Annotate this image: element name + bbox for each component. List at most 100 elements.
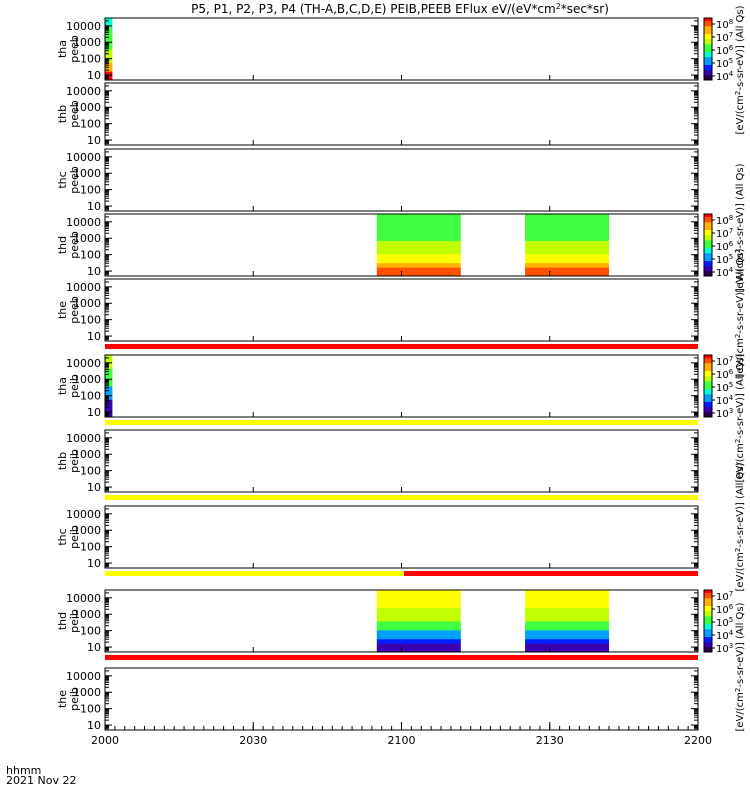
y-tick-label: 100: [80, 314, 101, 327]
y-tick-label: 10: [87, 200, 101, 213]
colorbar-swatch: [704, 221, 712, 225]
spectrogram-cell: [525, 603, 610, 609]
colorbar-swatch: [704, 216, 712, 220]
y-tick-label: 10: [87, 557, 101, 570]
colorbar-swatch: [704, 41, 712, 45]
spectrogram-cell: [105, 22, 113, 28]
x-axis: 2000 2030 2100 2130 2200: [91, 75, 712, 747]
panel-ylabel: thbpeeb: [56, 100, 81, 128]
y-tick-label: 10000: [66, 670, 101, 683]
spectrogram-block: [525, 590, 610, 653]
y-tick-label: 10: [87, 330, 101, 343]
colorbar-swatch: [704, 409, 712, 413]
spectrogram-block: [376, 214, 461, 277]
colorbar-swatch: [704, 602, 712, 606]
spectrogram-block: [376, 590, 461, 653]
colorbar-swatch: [704, 373, 712, 377]
spectrogram-cell: [525, 638, 610, 644]
panel-frame: [104, 148, 699, 212]
spectrogram-cell: [525, 227, 610, 233]
panel-thb-peib: 10 100 1000 10000 thbpeib: [56, 429, 699, 494]
y-axis: 10 100 1000 10000: [66, 354, 698, 419]
y-axis: 10 100 1000 10000: [66, 429, 698, 494]
y-tick-label: 1000: [73, 167, 101, 180]
colorbar-swatch: [704, 626, 712, 630]
panel-ylabel: thepeeb: [56, 296, 81, 324]
spectrogram-cell: [105, 390, 113, 396]
colorbar-swatch: [704, 20, 712, 24]
spectrogram-cell: [525, 258, 610, 264]
spectrogram-cell: [525, 629, 610, 635]
y-tick-label: 1000: [73, 524, 101, 537]
panel-ylabel: thdpeib: [56, 609, 81, 633]
spectrogram-cell: [376, 616, 461, 622]
spectrogram-cell: [376, 271, 461, 277]
y-tick-label: 10: [87, 719, 101, 732]
spectrogram-cell: [525, 594, 610, 600]
colorbar-swatch: [704, 36, 712, 40]
colorbar-tick-label: 107: [716, 355, 733, 368]
colorbar-swatch: [704, 590, 712, 594]
cbar-label-3: [eV/(cm2-s-sr-eV)] (All Qs): [734, 248, 746, 377]
colorbar-swatch: [704, 411, 712, 415]
spectrogram-cell: [105, 372, 113, 378]
colorbar-swatch: [704, 23, 712, 27]
panel-ylabel: thepeib: [56, 687, 81, 711]
y-tick-label: 10000: [66, 151, 101, 164]
spectrogram-cell: [525, 621, 610, 626]
spectrogram-cell: [376, 590, 461, 595]
spectrogram-cell: [525, 612, 610, 618]
spectrogram-cell: [376, 218, 461, 224]
spectrogram-cell: [105, 368, 113, 374]
colorbar-swatch: [704, 77, 712, 81]
panel-thb-peeb: 10 100 1000 10000 thbpeeb: [56, 82, 699, 147]
spectrogram-cell: [525, 616, 610, 622]
y-tick-label: 1000: [73, 686, 101, 699]
colorbar-swatch: [704, 388, 712, 392]
colorbar-tick-label: 104: [716, 70, 734, 83]
spectrogram-cell: [525, 271, 610, 277]
status-bar: [105, 344, 698, 349]
colorbar-swatch: [704, 54, 712, 58]
colorbar-swatch: [704, 43, 712, 47]
y-tick-label: 10: [87, 69, 101, 82]
spectrogram-cell: [376, 638, 461, 644]
colorbar-swatch: [704, 234, 712, 238]
colorbar-swatch: [704, 72, 712, 76]
colorbar-swatch: [704, 375, 712, 379]
colorbar-tick-label: 104: [716, 629, 734, 642]
colorbar-swatch: [704, 242, 712, 246]
y-tick-label: 10000: [66, 592, 101, 605]
colorbar-label-group: [eV/(cm2-s-sr-eV)] (All Qs) [eV/(cm2-s-sr…: [734, 5, 746, 731]
cbar-label-5: [eV/(cm2-s-sr-eV)] (All Qs): [734, 462, 746, 591]
x-tick-label: 2200: [684, 734, 712, 747]
spectrogram-cell: [525, 267, 610, 273]
colorbar-swatch: [704, 245, 712, 249]
colorbar-swatch: [704, 597, 712, 601]
panel-frame: [104, 17, 699, 81]
colorbar-swatch: [704, 644, 712, 648]
colorbar-swatch: [704, 38, 712, 42]
colorbar-tick-label: 104: [716, 266, 734, 279]
panel-the-peeb: 10 100 1000 10000 thepeeb: [56, 278, 699, 343]
spectrogram-cell: [525, 625, 610, 631]
colorbar-swatch: [704, 255, 712, 259]
colorbar-swatch: [704, 391, 712, 395]
colorbar-swatch: [704, 49, 712, 53]
y-tick-label: 1000: [73, 608, 101, 621]
colorbar-swatch: [704, 74, 712, 78]
colorbar-tick-label: 103: [716, 642, 733, 655]
spectrogram-cell: [376, 634, 461, 640]
colorbar-swatch: [704, 362, 712, 366]
panel-ylabel: thcpeib: [56, 525, 81, 549]
colorbar-swatch: [704, 357, 712, 361]
colorbar-swatch: [704, 247, 712, 251]
spectrogram-cell: [105, 359, 113, 365]
spectrogram-cell: [105, 49, 113, 54]
y-tick-label: 100: [80, 703, 101, 716]
colorbar-swatch: [704, 257, 712, 261]
colorbar-swatch: [704, 383, 712, 387]
colorbar-swatch: [704, 239, 712, 243]
